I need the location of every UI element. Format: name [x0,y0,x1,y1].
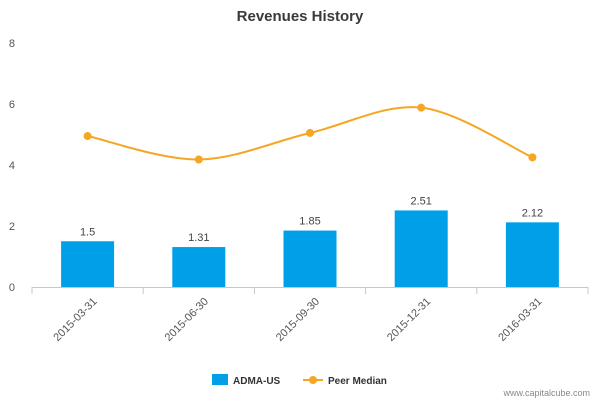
y-tick-label: 8 [9,38,15,50]
y-tick-label: 6 [9,99,15,111]
peer-median-point [83,132,92,141]
bar [61,241,115,287]
line-series-peer-median [83,103,537,164]
y-tick-label: 2 [9,221,15,233]
peer-median-point [417,103,426,112]
legend-label: ADMA-US [233,376,281,387]
chart-title: Revenues History [237,8,364,25]
bar-data-label: 1.31 [188,232,209,244]
legend-swatch-marker [309,376,317,384]
bar [283,230,337,287]
bar-data-label: 2.51 [410,195,431,207]
peer-median-point [528,153,537,162]
y-axis: 0 2 4 6 8 [9,38,15,294]
x-tick-label: 2015-12-31 [385,296,433,344]
y-tick-label: 0 [9,282,15,294]
x-tick-label: 2016-03-31 [496,296,544,344]
x-axis: 2015-03-31 2015-06-30 2015-09-30 2015-12-31… [31,287,589,344]
x-tick-label: 2015-09-30 [274,296,322,344]
bar-data-label: 1.5 [80,226,95,238]
y-tick-label: 4 [9,160,15,172]
bar [505,222,559,287]
legend[interactable]: ADMA-US Peer Median [212,374,387,387]
legend-swatch-bar [212,374,228,385]
peer-median-point [194,155,203,164]
bar-series-adma-us: 1.5 1.31 1.85 2.51 2.12 [61,195,559,287]
bar [394,210,448,287]
peer-median-point [306,128,314,137]
legend-item-adma-us[interactable]: ADMA-US [212,374,281,387]
credit-text: www.capitalcube.com [502,388,590,398]
legend-label: Peer Median [328,376,387,387]
x-tick-label: 2015-03-31 [51,296,99,344]
bar [172,247,226,287]
bar-data-label: 2.12 [522,207,543,219]
legend-item-peer-median[interactable]: Peer Median [303,376,387,387]
x-tick-label: 2015-06-30 [163,296,211,344]
bar-data-label: 1.85 [299,216,320,228]
